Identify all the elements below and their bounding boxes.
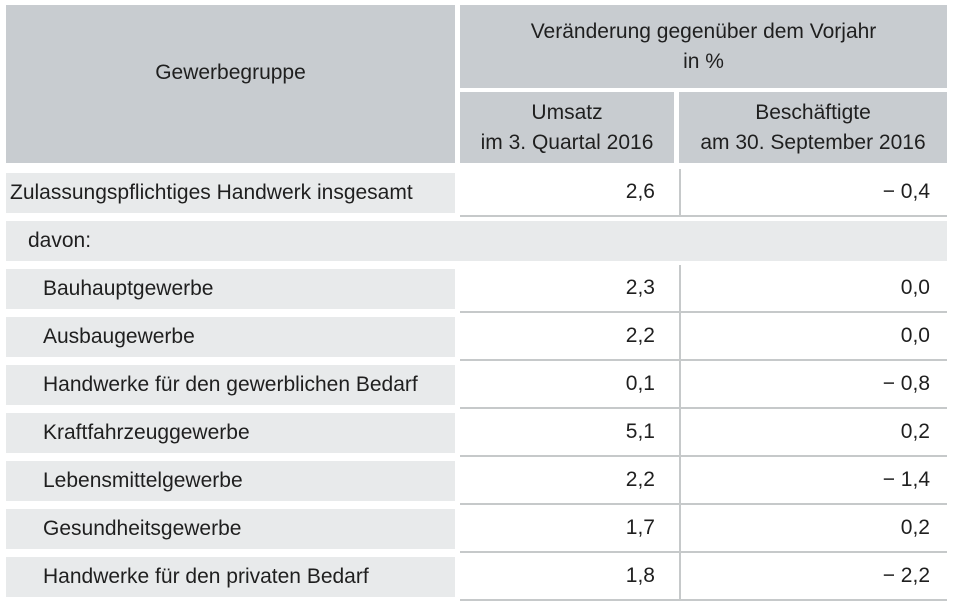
header-right-block: Veränderung gegenüber dem Vorjahr in % U… — [460, 5, 947, 163]
umsatz-value: 1,7 — [625, 516, 655, 539]
column-header-umsatz: Umsatz im 3. Quartal 2016 — [460, 92, 674, 163]
row-values: 1,8 − 2,2 — [460, 553, 947, 601]
group-header-line2: in % — [683, 49, 724, 73]
column-header-gewerbegruppe-label: Gewerbegruppe — [155, 61, 306, 84]
table-row: Kraftfahrzeuggewerbe 5,1 0,2 — [6, 409, 947, 457]
row-column-gap — [455, 361, 460, 409]
header-body-gap — [6, 163, 947, 169]
row-values: 5,1 0,2 — [460, 409, 947, 457]
column-header-beschaeftigte: Beschäftigte am 30. September 2016 — [679, 92, 947, 163]
group-header-veraenderung: Veränderung gegenüber dem Vorjahr in % — [460, 5, 947, 88]
table-section-row: davon: — [6, 217, 947, 265]
table-row: Handwerke für den gewerblichen Bedarf 0,… — [6, 361, 947, 409]
table-row: Lebensmittelgewerbe 2,2 − 1,4 — [6, 457, 947, 505]
row-column-gap — [455, 553, 460, 601]
beschaeftigte-value: 0,0 — [679, 265, 947, 311]
row-column-gap — [455, 505, 460, 553]
beschaeftigte-value: 0,2 — [679, 505, 947, 551]
row-values: 2,6 − 0,4 — [460, 169, 947, 217]
header-column-gap — [455, 5, 460, 163]
row-column-gap — [455, 265, 460, 313]
row-label: Lebensmittelgewerbe — [6, 461, 455, 501]
header-row-gap — [460, 88, 947, 92]
table-row: Gesundheitsgewerbe 1,7 0,2 — [6, 505, 947, 553]
row-column-gap — [455, 169, 460, 217]
sub-header-row: Umsatz im 3. Quartal 2016 Beschäftigte a… — [460, 92, 947, 163]
column-header-gewerbegruppe: Gewerbegruppe — [6, 5, 455, 163]
beschaeftigte-value: 0,0 — [679, 313, 947, 359]
section-label: davon: — [6, 221, 947, 261]
header-column-gap — [674, 92, 679, 163]
umsatz-value: 2,2 — [625, 324, 655, 347]
row-values: 2,2 0,0 — [460, 313, 947, 361]
table-header: Gewerbegruppe Veränderung gegenüber dem … — [6, 5, 947, 163]
beschaeftigte-value: − 2,2 — [679, 553, 947, 599]
table-row: Zulassungspflichtiges Handwerk insgesamt… — [6, 169, 947, 217]
umsatz-value: 0,1 — [625, 372, 655, 395]
table-row: Ausbaugewerbe 2,2 0,0 — [6, 313, 947, 361]
row-label: Handwerke für den gewerblichen Bedarf — [6, 365, 455, 405]
statistics-table: Gewerbegruppe Veränderung gegenüber dem … — [6, 5, 947, 601]
row-label: Kraftfahrzeuggewerbe — [6, 413, 455, 453]
row-values: 2,3 0,0 — [460, 265, 947, 313]
column-header-umsatz-line2: im 3. Quartal 2016 — [480, 130, 654, 154]
row-column-gap — [455, 313, 460, 361]
row-label: Bauhauptgewerbe — [6, 269, 455, 309]
row-label: Zulassungspflichtiges Handwerk insgesamt — [6, 173, 455, 213]
row-values: 0,1 − 0,8 — [460, 361, 947, 409]
row-label: Gesundheitsgewerbe — [6, 509, 455, 549]
row-label: Ausbaugewerbe — [6, 317, 455, 357]
umsatz-value: 5,1 — [625, 420, 655, 443]
umsatz-value: 2,6 — [625, 180, 655, 203]
column-header-beschaeftigte-line1: Beschäftigte — [755, 100, 871, 124]
umsatz-value: 2,2 — [625, 468, 655, 491]
umsatz-value: 2,3 — [625, 276, 655, 299]
beschaeftigte-value: − 0,8 — [679, 361, 947, 407]
table-row: Handwerke für den privaten Bedarf 1,8 − … — [6, 553, 947, 601]
beschaeftigte-value: − 1,4 — [679, 457, 947, 503]
column-header-umsatz-line1: Umsatz — [531, 100, 603, 124]
table-row: Bauhauptgewerbe 2,3 0,0 — [6, 265, 947, 313]
row-label: Handwerke für den privaten Bedarf — [6, 557, 455, 597]
group-header-line1: Veränderung gegenüber dem Vorjahr — [530, 19, 877, 43]
row-column-gap — [455, 457, 460, 505]
row-values: 2,2 − 1,4 — [460, 457, 947, 505]
beschaeftigte-value: − 0,4 — [679, 169, 947, 215]
row-column-gap — [455, 409, 460, 457]
column-header-beschaeftigte-line2: am 30. September 2016 — [700, 130, 926, 154]
row-values: 1,7 0,2 — [460, 505, 947, 553]
umsatz-value: 1,8 — [625, 564, 655, 587]
beschaeftigte-value: 0,2 — [679, 409, 947, 455]
